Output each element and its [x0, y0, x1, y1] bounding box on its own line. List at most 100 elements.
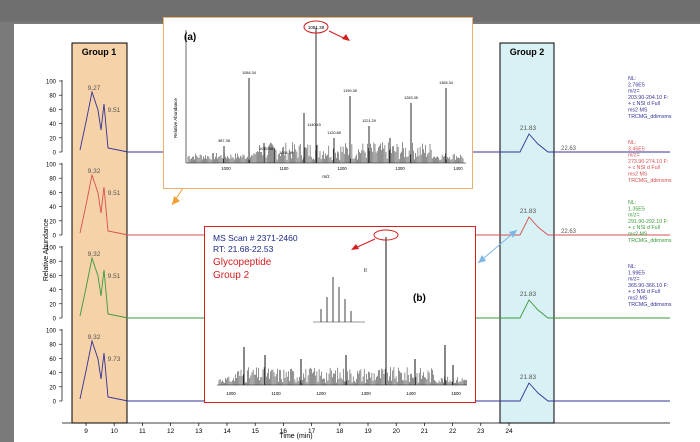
y-tick-label: 0 — [53, 234, 57, 240]
y-tick-label: 0 — [53, 400, 57, 406]
inset-b-spectrum-lines: 1000 1100 1200 1300 1400 1500 — [218, 237, 467, 396]
trace-info-line: 291.90-292.10 F: — [628, 219, 668, 225]
y-tick-label: 80 — [49, 177, 56, 183]
inset-a-x-tick: 1300 — [395, 166, 405, 171]
inset-b-spectrum: MS Scan # 2371-2460 RT: 21.68-22.53 Glyc… — [204, 226, 476, 403]
trace-line — [79, 90, 670, 153]
x-tick-label: 24 — [505, 428, 513, 435]
group2-end-label: 22.63 — [561, 229, 577, 235]
trace-panel: 100 80 60 40 20 0 9.32 9.51 21.83 22.63 — [46, 163, 670, 240]
y-tick-label: 20 — [49, 385, 56, 391]
x-tick-label: 20 — [393, 428, 401, 435]
arrow-blue-head-top — [509, 230, 517, 238]
inset-b-x-tick: 1400 — [406, 391, 416, 396]
y-tick-label: 100 — [46, 80, 57, 86]
trace-info-line: ms2 MS — [628, 232, 648, 238]
trace-info-line: ms2 MS — [628, 296, 648, 302]
trace-info-line: 3.45E5 — [628, 146, 645, 152]
peak-label-secondary: 9.73 — [108, 356, 121, 363]
inset-b-line-1: MS Scan # 2371-2460 — [213, 233, 298, 243]
inset-a-top-peak: 1081.38 — [308, 25, 325, 30]
group2-peak-label: 21.83 — [520, 374, 537, 381]
y-axis-label: Relative Abundance — [43, 219, 50, 281]
inset-b-label: (b) — [413, 293, 426, 304]
spectrum-peak-label: 1140.43 — [307, 123, 320, 127]
inset-a-highlight-ellipse — [303, 20, 329, 34]
x-tick-label: 13 — [195, 428, 203, 435]
x-tick-label: 17 — [308, 428, 316, 435]
group2-end-label: 22.63 — [561, 146, 577, 152]
trace-info-line: 1.99E5 — [628, 270, 645, 276]
arrow-blue-head-bottom — [478, 255, 486, 263]
y-tick-label: 60 — [49, 274, 56, 280]
spectrum-peak-label: 1365.34 — [439, 81, 453, 85]
inset-b-x-tick: 1000 — [226, 391, 236, 396]
y-tick-label: 80 — [49, 94, 56, 100]
group2-label: Group 2 — [510, 47, 545, 57]
y-tick-label: 60 — [49, 191, 56, 197]
inset-b-red-line-1: Glycopeptide — [213, 257, 272, 268]
trace-panel: 100 80 60 40 20 0 9.32 9.51 21.83 — [46, 246, 670, 323]
inset-b-red-arrow-head — [351, 244, 359, 250]
x-tick-label: 12 — [167, 428, 175, 435]
peak-label-primary: 9.27 — [88, 85, 101, 92]
group2-peak-label: 21.83 — [520, 125, 537, 132]
inset-a-spectrum-lines: 1084.34 1199.38 1283.35 1365.34 1140.43 1221.… — [187, 28, 463, 171]
inset-a-svg: (a) Relative Abundance 1084.34 1199.38 128… — [173, 20, 466, 179]
inset-b-svg: MS Scan # 2371-2460 RT: 21.68-22.53 Glyc… — [213, 229, 467, 396]
inset-a-red-arrow-head — [342, 34, 350, 41]
arrow-orange-head-bottom — [172, 196, 180, 205]
inset-b-isotope-cluster — [313, 277, 365, 323]
arrow-blue-connector — [477, 229, 518, 264]
trace-info-line: m/z= — [628, 277, 640, 283]
trace-info-line: m/z= — [628, 213, 640, 219]
spectrum-peak-label: 1199.38 — [343, 89, 356, 93]
spectrum-peak-label: 1283.35 — [404, 96, 418, 100]
y-tick-label: 40 — [49, 205, 56, 211]
inset-a-x-tick: 1400 — [453, 166, 463, 171]
trace-info-line: + c NSI d Full — [628, 289, 660, 295]
trace-info-line: 203.90-204.10 F: — [628, 95, 668, 101]
trace-info-line: NL: — [628, 264, 636, 270]
trace-panels: 100 80 60 40 20 0 9.27 9.51 21.83 22.63 100 80 60 40 2… — [46, 80, 670, 406]
trace-info-line: + c NSI d Full — [628, 225, 660, 231]
spectrum-peak-label: 1064.29 — [279, 151, 293, 155]
y-tick-label: 40 — [49, 288, 56, 294]
inset-b-x-tick: 1100 — [271, 391, 281, 396]
x-tick-label: 14 — [223, 428, 231, 435]
y-tick-label: 40 — [49, 371, 56, 377]
y-tick-label: 60 — [49, 357, 56, 363]
peak-label-primary: 9.32 — [88, 334, 101, 341]
peak-label-secondary: 9.51 — [108, 273, 121, 280]
inset-a-x-tick: 1200 — [337, 166, 347, 171]
trace-info-line: NL: — [628, 200, 636, 206]
trace-info-line: 1.35E5 — [628, 206, 645, 212]
inset-a-label: (a) — [184, 32, 196, 43]
group2-peak-label: 21.83 — [520, 291, 537, 298]
trace-panel: 100 80 60 40 20 0 9.27 9.51 21.83 22.63 — [46, 80, 670, 157]
trace-info-line: + c NSI d Full — [628, 165, 660, 171]
inset-b-x-tick: 1500 — [451, 391, 461, 396]
spectrum-peak-label: 1084.34 — [242, 71, 256, 75]
inset-a-x-tick: 1000 — [221, 166, 231, 171]
y-tick-label: 100 — [46, 163, 57, 169]
trace-info-line: 273.90-274.10 F: — [628, 159, 668, 165]
trace-info-line: TRCMG_ddimsms — [628, 302, 672, 308]
inset-b-line-2: RT: 21.68-22.53 — [213, 244, 274, 254]
x-axis-label: Time (min) — [279, 433, 312, 440]
y-tick-label: 40 — [49, 122, 56, 128]
y-tick-label: 100 — [46, 246, 57, 252]
peak-label-secondary: 9.51 — [108, 107, 121, 114]
trace-line — [79, 173, 670, 236]
trace-info-line: TRCMG_ddimsms — [628, 178, 672, 184]
y-tick-label: 20 — [49, 219, 56, 225]
y-tick-label: 100 — [46, 329, 57, 335]
trace-info-line: ms2 MS — [628, 172, 648, 178]
y-tick-label: 0 — [53, 151, 57, 157]
y-tick-label: 60 — [49, 108, 56, 114]
spectrum-peak-label: 1015.50 — [259, 147, 273, 151]
peak-label-primary: 9.32 — [88, 251, 101, 258]
